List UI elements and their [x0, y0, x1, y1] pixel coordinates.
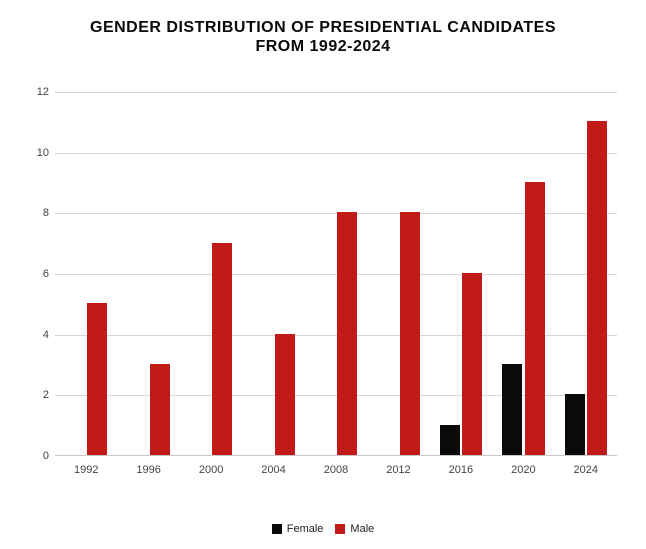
x-tick-label: 2024	[574, 464, 598, 476]
x-tick-label: 1996	[136, 464, 160, 476]
legend-item: Male	[335, 523, 374, 535]
chart-title: GENDER DISTRIBUTION OF PRESIDENTIAL CAND…	[0, 0, 646, 56]
bar-male	[462, 273, 482, 455]
x-tick-label: 1992	[74, 464, 98, 476]
x-tick-label: 2008	[324, 464, 348, 476]
bar-female	[440, 425, 460, 455]
x-tick-label: 2000	[199, 464, 223, 476]
plot-region: 024681012	[55, 92, 617, 456]
legend-label: Male	[350, 523, 374, 535]
y-tick-label: 12	[25, 86, 49, 98]
y-tick-label: 8	[25, 207, 49, 219]
bar-female	[565, 394, 585, 455]
y-tick-label: 2	[25, 389, 49, 401]
bar-male	[400, 212, 420, 455]
legend: Female Male	[0, 523, 646, 537]
bar-male	[525, 182, 545, 455]
legend-swatch	[272, 524, 282, 534]
bar-male	[337, 212, 357, 455]
y-tick-label: 10	[25, 147, 49, 159]
bar-male	[275, 334, 295, 455]
bar-male	[87, 303, 107, 455]
chart-title-line-2: FROM 1992-2024	[0, 37, 646, 56]
y-tick-label: 0	[25, 450, 49, 462]
x-tick-label: 2012	[386, 464, 410, 476]
bar-male	[212, 243, 232, 455]
grid-line	[55, 92, 617, 93]
bar-female	[502, 364, 522, 455]
chart-container: GENDER DISTRIBUTION OF PRESIDENTIAL CAND…	[0, 0, 646, 549]
bar-male	[150, 364, 170, 455]
chart-title-line-1: GENDER DISTRIBUTION OF PRESIDENTIAL CAND…	[0, 18, 646, 37]
legend-label: Female	[287, 523, 324, 535]
x-tick-label: 2016	[449, 464, 473, 476]
grid-line	[55, 153, 617, 154]
bar-male	[587, 121, 607, 455]
y-tick-label: 6	[25, 268, 49, 280]
chart-area: 024681012 1992 1996 2000 2004 2008 2012 2016 20…	[55, 92, 617, 484]
x-tick-label: 2020	[511, 464, 535, 476]
y-tick-label: 4	[25, 329, 49, 341]
legend-item: Female	[272, 523, 324, 535]
x-axis: 1992 1996 2000 2004 2008 2012 2016 2020 2024	[55, 456, 617, 484]
legend-swatch	[335, 524, 345, 534]
x-tick-label: 2004	[261, 464, 285, 476]
